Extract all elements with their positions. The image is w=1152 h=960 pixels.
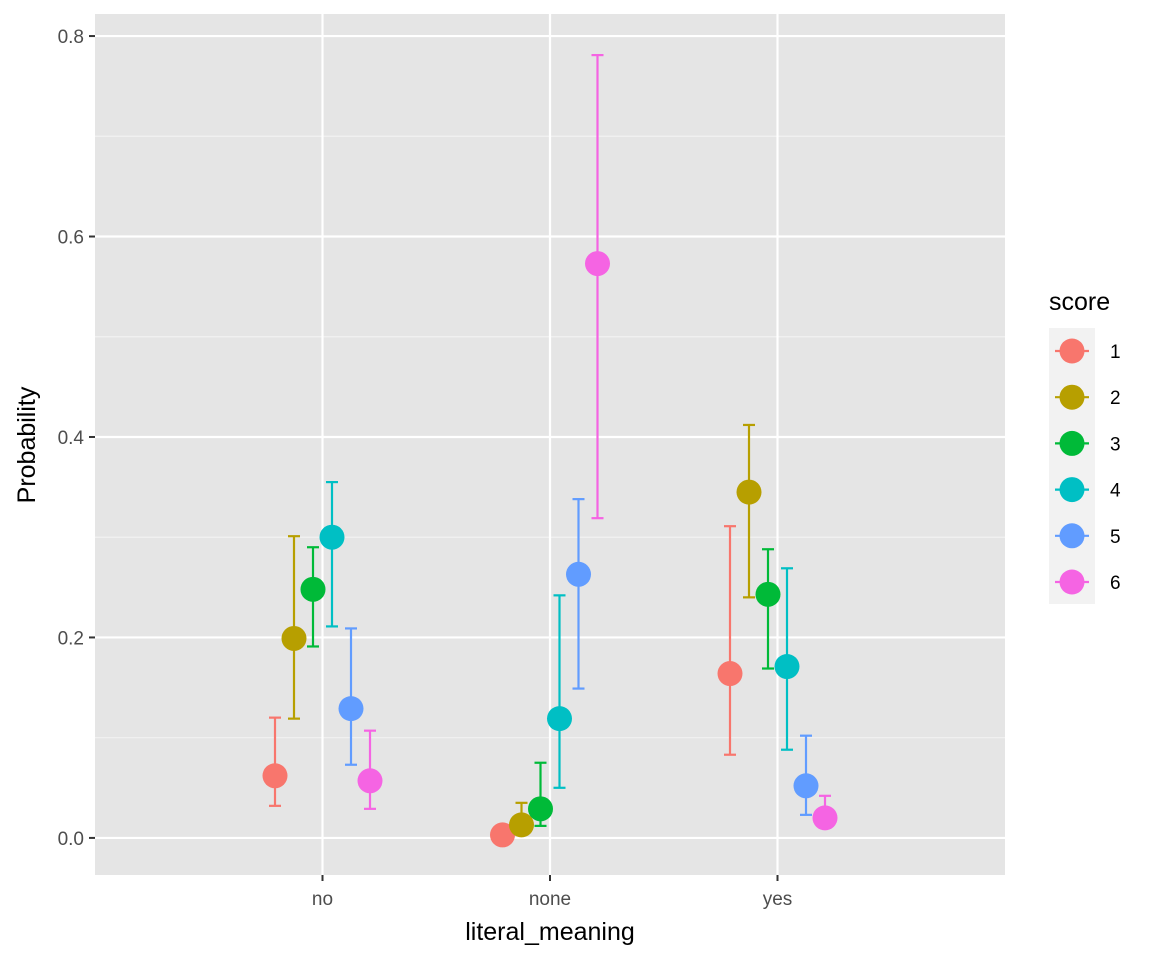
data-point [774,654,800,680]
legend-item: 6 [1055,569,1121,595]
data-point [357,768,383,794]
legend-label: 1 [1110,342,1121,363]
legend-key-point [1059,477,1085,503]
legend-key-point [1059,430,1085,456]
major-gridlines [95,14,1005,875]
errorbar [591,53,604,520]
legend-key-point [1059,384,1085,410]
x-tick-label: no [312,889,333,910]
legend-item: 1 [1055,338,1121,364]
legend-key-point [1059,569,1085,595]
data-point [736,479,762,505]
legend-item: 5 [1055,523,1121,549]
errorbar [572,498,585,690]
y-tick-label: 0.0 [58,829,84,850]
legend-title: score [1049,288,1110,316]
legend-key-background [1049,328,1095,604]
legend-label: 2 [1110,388,1121,409]
data-point [528,796,553,822]
legend-items: 1 2 3 4 5 6 [1055,338,1121,595]
data-point [755,581,781,607]
legend-key-point [1059,523,1085,549]
y-axis-ticks: 0.0 0.2 0.4 0.6 0.8 [58,27,95,850]
y-tick-label: 0.2 [58,628,84,649]
errorbar [553,594,566,789]
legend: score 1 2 3 4 5 6 [1049,288,1121,604]
x-tick-label: yes [763,889,793,910]
data-point [262,763,288,789]
errorbar [743,423,755,599]
x-axis-title: literal_meaning [465,918,635,946]
x-tick-label: none [529,889,571,910]
legend-label: 5 [1110,527,1121,548]
legend-key-point [1059,338,1085,364]
y-axis-title: Probability [13,386,41,503]
data-point [490,822,515,848]
errorbar [269,716,281,807]
legend-item: 4 [1055,477,1121,503]
data-point [300,576,326,602]
data-point [812,805,838,831]
data-marks [262,53,838,848]
legend-label: 4 [1110,481,1121,502]
y-tick-label: 0.8 [58,27,84,48]
data-point [566,561,591,587]
data-point [793,773,819,799]
data-point [281,625,307,651]
data-point [547,706,572,732]
data-point [717,661,743,687]
data-point [509,812,534,838]
legend-label: 6 [1110,573,1121,594]
errorbar [326,480,338,628]
legend-item: 2 [1055,384,1121,410]
legend-label: 3 [1110,434,1121,455]
data-point [338,696,364,722]
x-axis-ticks: no none yes [312,875,792,910]
data-point [585,251,610,277]
y-tick-label: 0.4 [58,428,85,449]
errorbar [724,525,736,756]
y-tick-label: 0.6 [58,228,84,249]
errorbar [762,548,774,670]
legend-item: 3 [1055,430,1121,456]
data-point [319,524,345,550]
